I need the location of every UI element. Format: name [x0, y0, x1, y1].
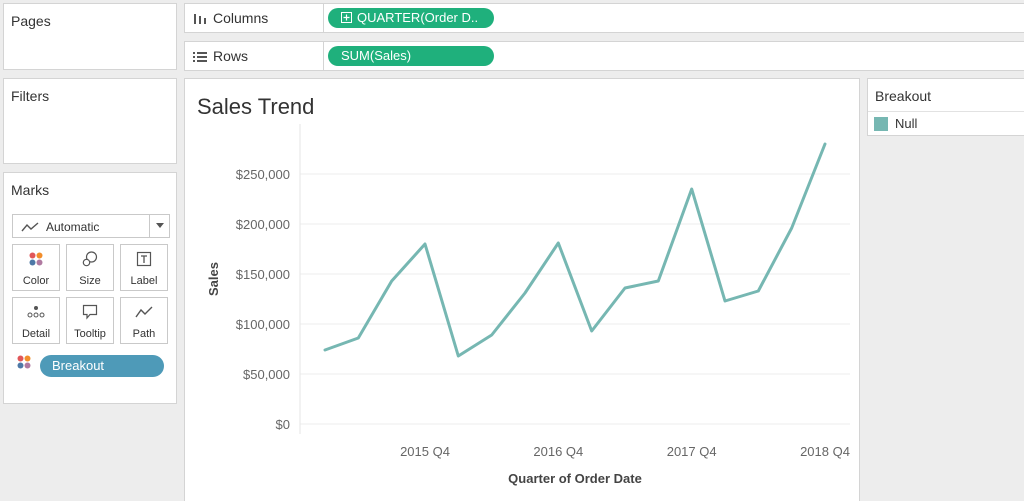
y-axis-title: Sales [206, 262, 221, 296]
columns-icon [193, 12, 207, 30]
size-label: Size [79, 275, 101, 287]
label-label: Label [130, 275, 158, 287]
color-encoding-icon [16, 354, 32, 375]
columns-shelf-label: Columns [185, 4, 324, 32]
tooltip-bubble-icon [67, 304, 113, 320]
filters-title: Filters [11, 88, 50, 104]
path-line-icon [121, 304, 167, 320]
mark-type-label: Automatic [46, 220, 100, 234]
chart-title: Sales Trend [197, 94, 315, 119]
x-axis-title: Quarter of Order Date [508, 471, 642, 486]
pages-panel: Pages [3, 3, 177, 70]
path-button[interactable]: Path [120, 297, 168, 344]
pages-title: Pages [11, 13, 51, 29]
viz-area: Sales Trend $0 $50,000 $100,000 $150,000 $20… [184, 78, 860, 501]
y-tick-label: $0 [276, 417, 290, 432]
columns-pill-text: QUARTER(Order D.. [357, 10, 479, 25]
detail-dots-icon [13, 304, 59, 320]
detail-label: Detail [21, 328, 51, 340]
series-line [323, 142, 827, 358]
filters-panel[interactable]: Filters [3, 78, 177, 164]
y-tick-label: $150,000 [236, 267, 290, 282]
color-button[interactable]: Color [12, 244, 60, 291]
dropdown-arrow[interactable] [149, 215, 169, 237]
breakout-pill[interactable]: Breakout [40, 355, 164, 377]
rows-icon [193, 50, 207, 68]
rows-shelf[interactable]: Rows SUM(Sales) [184, 41, 1024, 71]
columns-pill[interactable]: QUARTER(Order D.. [328, 8, 494, 28]
x-tick-label: 2017 Q4 [667, 444, 717, 459]
detail-button[interactable]: Detail [12, 297, 60, 344]
path-label: Path [132, 328, 156, 340]
rows-pill[interactable]: SUM(Sales) [328, 46, 494, 66]
size-shapes-icon [67, 251, 113, 267]
marks-title: Marks [11, 182, 50, 198]
marks-panel: Marks Automatic Color Size Label Detail [3, 172, 177, 404]
columns-label: Columns [213, 10, 269, 26]
mark-type-dropdown[interactable]: Automatic [12, 214, 170, 238]
y-tick-label: $100,000 [236, 317, 290, 332]
y-tick-label: $200,000 [236, 217, 290, 232]
size-button[interactable]: Size [66, 244, 114, 291]
chevron-down-icon [156, 223, 164, 228]
label-button[interactable]: Label [120, 244, 168, 291]
x-tick-label: 2018 Q4 [800, 444, 850, 459]
legend-swatch [874, 117, 888, 131]
legend-item[interactable]: Null [868, 111, 1024, 133]
color-legend: Breakout Null [867, 78, 1024, 136]
tooltip-label: Tooltip [74, 328, 106, 340]
rows-shelf-label: Rows [185, 42, 324, 70]
columns-shelf[interactable]: Columns QUARTER(Order D.. [184, 3, 1024, 33]
legend-title: Breakout [875, 88, 932, 104]
line-chart: $0 $50,000 $100,000 $150,000 $200,000 $250,00… [206, 124, 850, 486]
y-tick-label: $250,000 [236, 167, 290, 182]
color-dots-icon [13, 251, 59, 267]
color-label: Color [22, 275, 50, 287]
expand-plus-icon[interactable] [341, 12, 352, 23]
x-tick-label: 2016 Q4 [533, 444, 583, 459]
tooltip-button[interactable]: Tooltip [66, 297, 114, 344]
legend-item-label: Null [895, 116, 918, 131]
y-tick-label: $50,000 [243, 367, 290, 382]
label-t-icon [121, 251, 167, 267]
rows-label: Rows [213, 48, 249, 64]
line-chart-icon [21, 220, 39, 238]
x-tick-label: 2015 Q4 [400, 444, 450, 459]
